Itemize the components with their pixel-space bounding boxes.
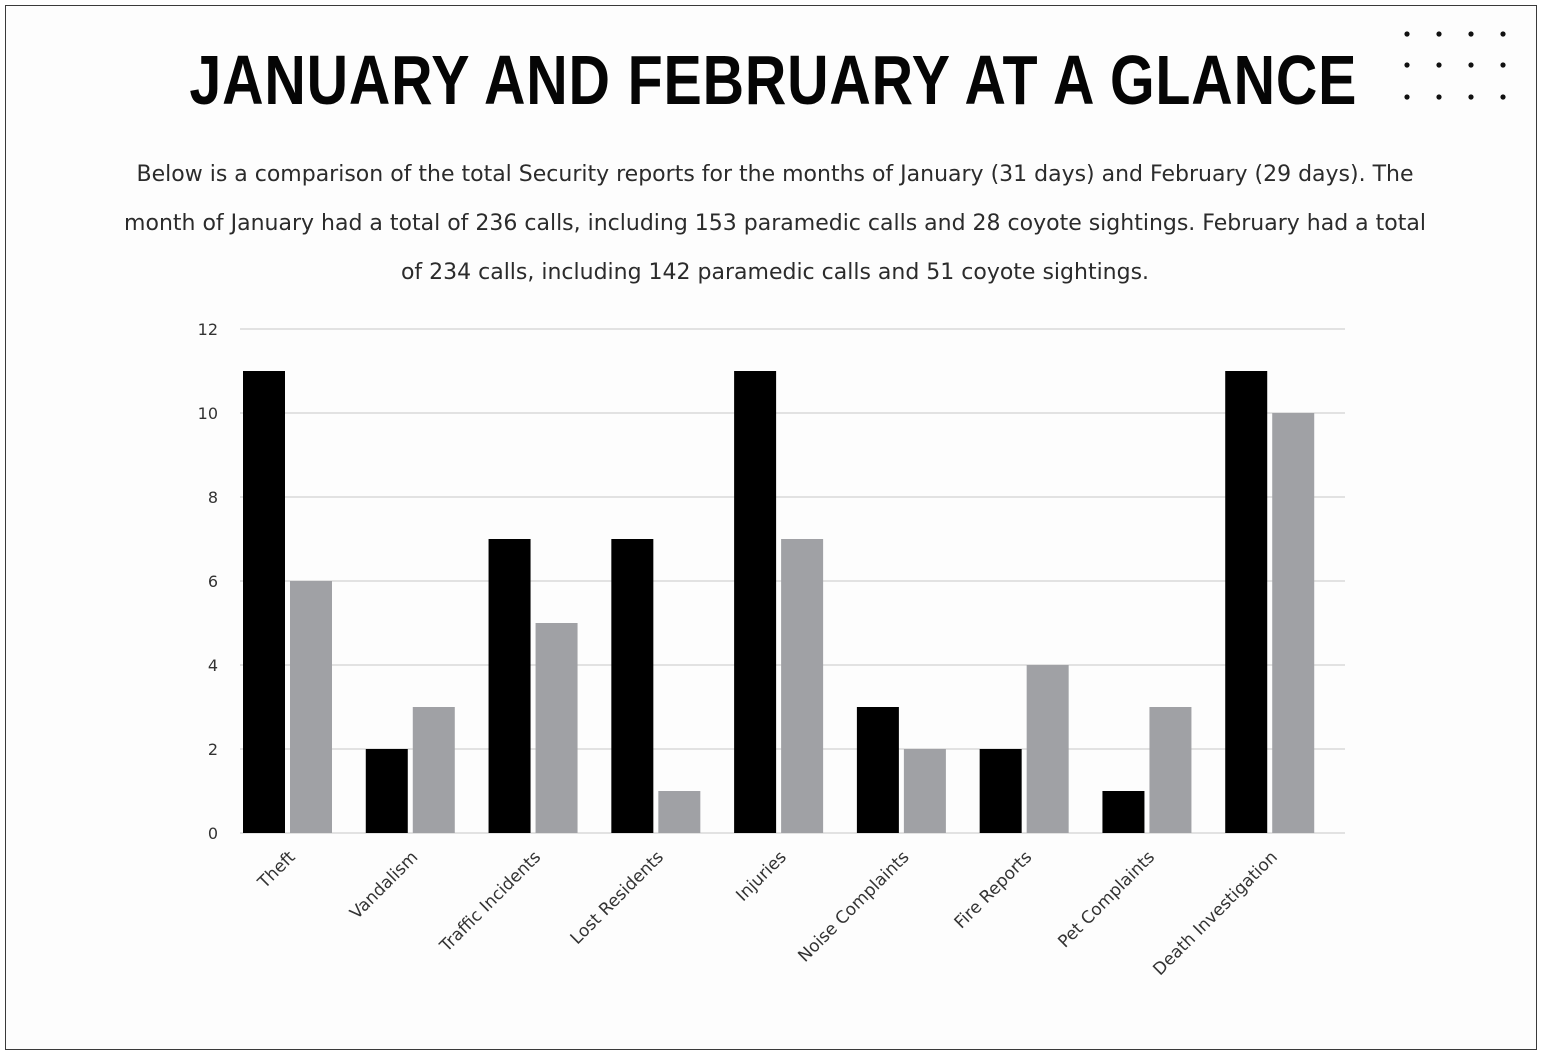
bar-series2-noise-complaints <box>903 749 946 833</box>
bar-series1-lost-residents <box>611 539 654 833</box>
bar-series1-theft <box>243 371 285 833</box>
bar-series2-pet-complaints <box>1149 707 1192 833</box>
bar-series1-fire-reports <box>979 749 1022 833</box>
x-tick-label: Vandalism <box>346 847 422 923</box>
bar-series2-vandalism <box>412 707 455 833</box>
y-tick-label: 10 <box>198 404 218 423</box>
y-tick-label: 0 <box>208 824 218 843</box>
x-tick-label: Injuries <box>732 847 790 905</box>
y-tick-label: 8 <box>208 488 218 507</box>
x-tick-label: Lost Residents <box>567 847 668 948</box>
bar-series2-death-investigation <box>1272 413 1315 833</box>
chart-description: Below is a comparison of the total Secur… <box>124 162 1426 285</box>
bar-series1-vandalism <box>365 749 408 833</box>
y-tick-label: 2 <box>208 740 218 759</box>
y-tick-label: 4 <box>208 656 218 675</box>
page-title: JANUARY AND FEBRUARY AT A GLANCE <box>189 41 1358 119</box>
dot-grid-icon <box>1404 31 1506 100</box>
x-tick-label: Noise Complaints <box>794 847 913 966</box>
bar-series1-traffic-incidents <box>488 539 531 833</box>
bar-series1-injuries <box>734 371 777 833</box>
bar-series1-pet-complaints <box>1102 791 1145 833</box>
bar-series2-injuries <box>781 539 824 833</box>
bar-series2-lost-residents <box>658 791 701 833</box>
bar-series1-death-investigation <box>1225 371 1268 833</box>
y-tick-label: 6 <box>208 572 218 591</box>
x-tick-label: Death Investigation <box>1149 847 1281 979</box>
y-tick-label: 12 <box>198 320 218 339</box>
x-tick-label: Traffic Incidents <box>436 847 546 957</box>
x-tick-label: Theft <box>254 847 300 893</box>
x-tick-label: Pet Complaints <box>1054 847 1159 952</box>
bar-series2-traffic-incidents <box>535 623 578 833</box>
bar-series2-fire-reports <box>1026 665 1069 833</box>
x-tick-label: Fire Reports <box>951 847 1037 933</box>
bar-series2-theft <box>290 581 332 833</box>
bar-series1-noise-complaints <box>856 707 899 833</box>
